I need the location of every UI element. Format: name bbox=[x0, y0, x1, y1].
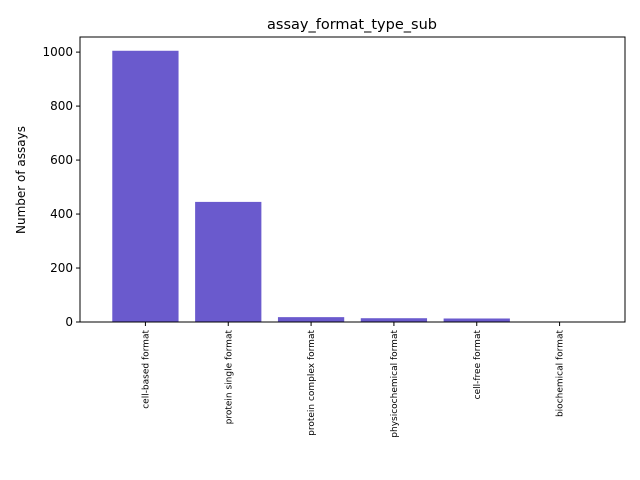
bar-cell-free-format bbox=[443, 318, 510, 322]
y-tick-label: 800 bbox=[50, 99, 73, 113]
x-tick-label: cell-based format bbox=[141, 330, 151, 409]
x-tick-label: protein single format bbox=[224, 330, 234, 425]
bar-protein-single-format bbox=[195, 201, 262, 322]
x-tick-label: cell-free format bbox=[473, 330, 483, 400]
y-axis-ticks: 0 200 400 600 800 1000 bbox=[42, 45, 80, 329]
y-tick-label: 0 bbox=[65, 315, 73, 329]
bar-physicochemical-format bbox=[360, 318, 428, 322]
bars bbox=[112, 50, 593, 322]
y-tick-label: 400 bbox=[50, 207, 73, 221]
x-tick-label: physicochemical format bbox=[390, 330, 400, 438]
y-tick-label: 1000 bbox=[42, 45, 73, 59]
y-axis-label: Number of assays bbox=[14, 126, 28, 234]
y-tick-label: 600 bbox=[50, 153, 73, 167]
plot-frame bbox=[79, 36, 626, 323]
bar-protein-complex-format bbox=[277, 317, 345, 322]
x-tick-label: biochemical format bbox=[556, 330, 566, 418]
x-tick-label: protein complex format bbox=[307, 330, 317, 436]
x-axis-ticks: cell-based format protein single format pr… bbox=[141, 322, 566, 438]
y-tick-label: 200 bbox=[50, 261, 73, 275]
bar-cell-based-format bbox=[112, 50, 179, 322]
chart-title: assay_format_type_sub bbox=[267, 17, 437, 33]
